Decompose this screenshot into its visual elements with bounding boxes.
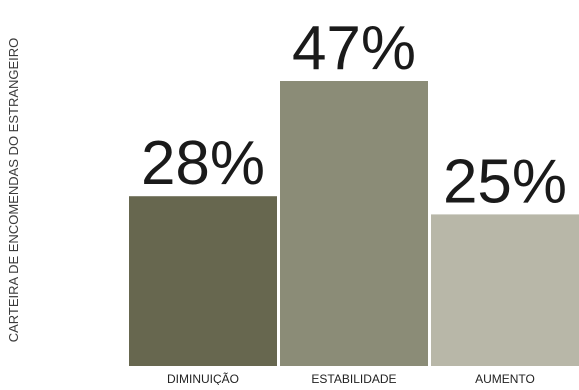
y-axis-label: CARTEIRA DE ENCOMENDAS DO ESTRANGEIRO (6, 38, 21, 343)
value-label-2: 25% (443, 147, 567, 216)
bar-2 (431, 214, 579, 366)
value-label-0: 28% (141, 129, 265, 198)
bar-0 (129, 196, 277, 366)
category-label-1: ESTABILIDADE (311, 372, 396, 385)
bars: 28% DIMINUIÇÃO 47% ESTABILIDADE 25% AUMENTO (129, 14, 579, 385)
category-label-2: AUMENTO (475, 372, 535, 385)
category-label-0: DIMINUIÇÃO (167, 372, 239, 385)
value-label-1: 47% (292, 14, 416, 83)
bar-1 (280, 81, 428, 366)
